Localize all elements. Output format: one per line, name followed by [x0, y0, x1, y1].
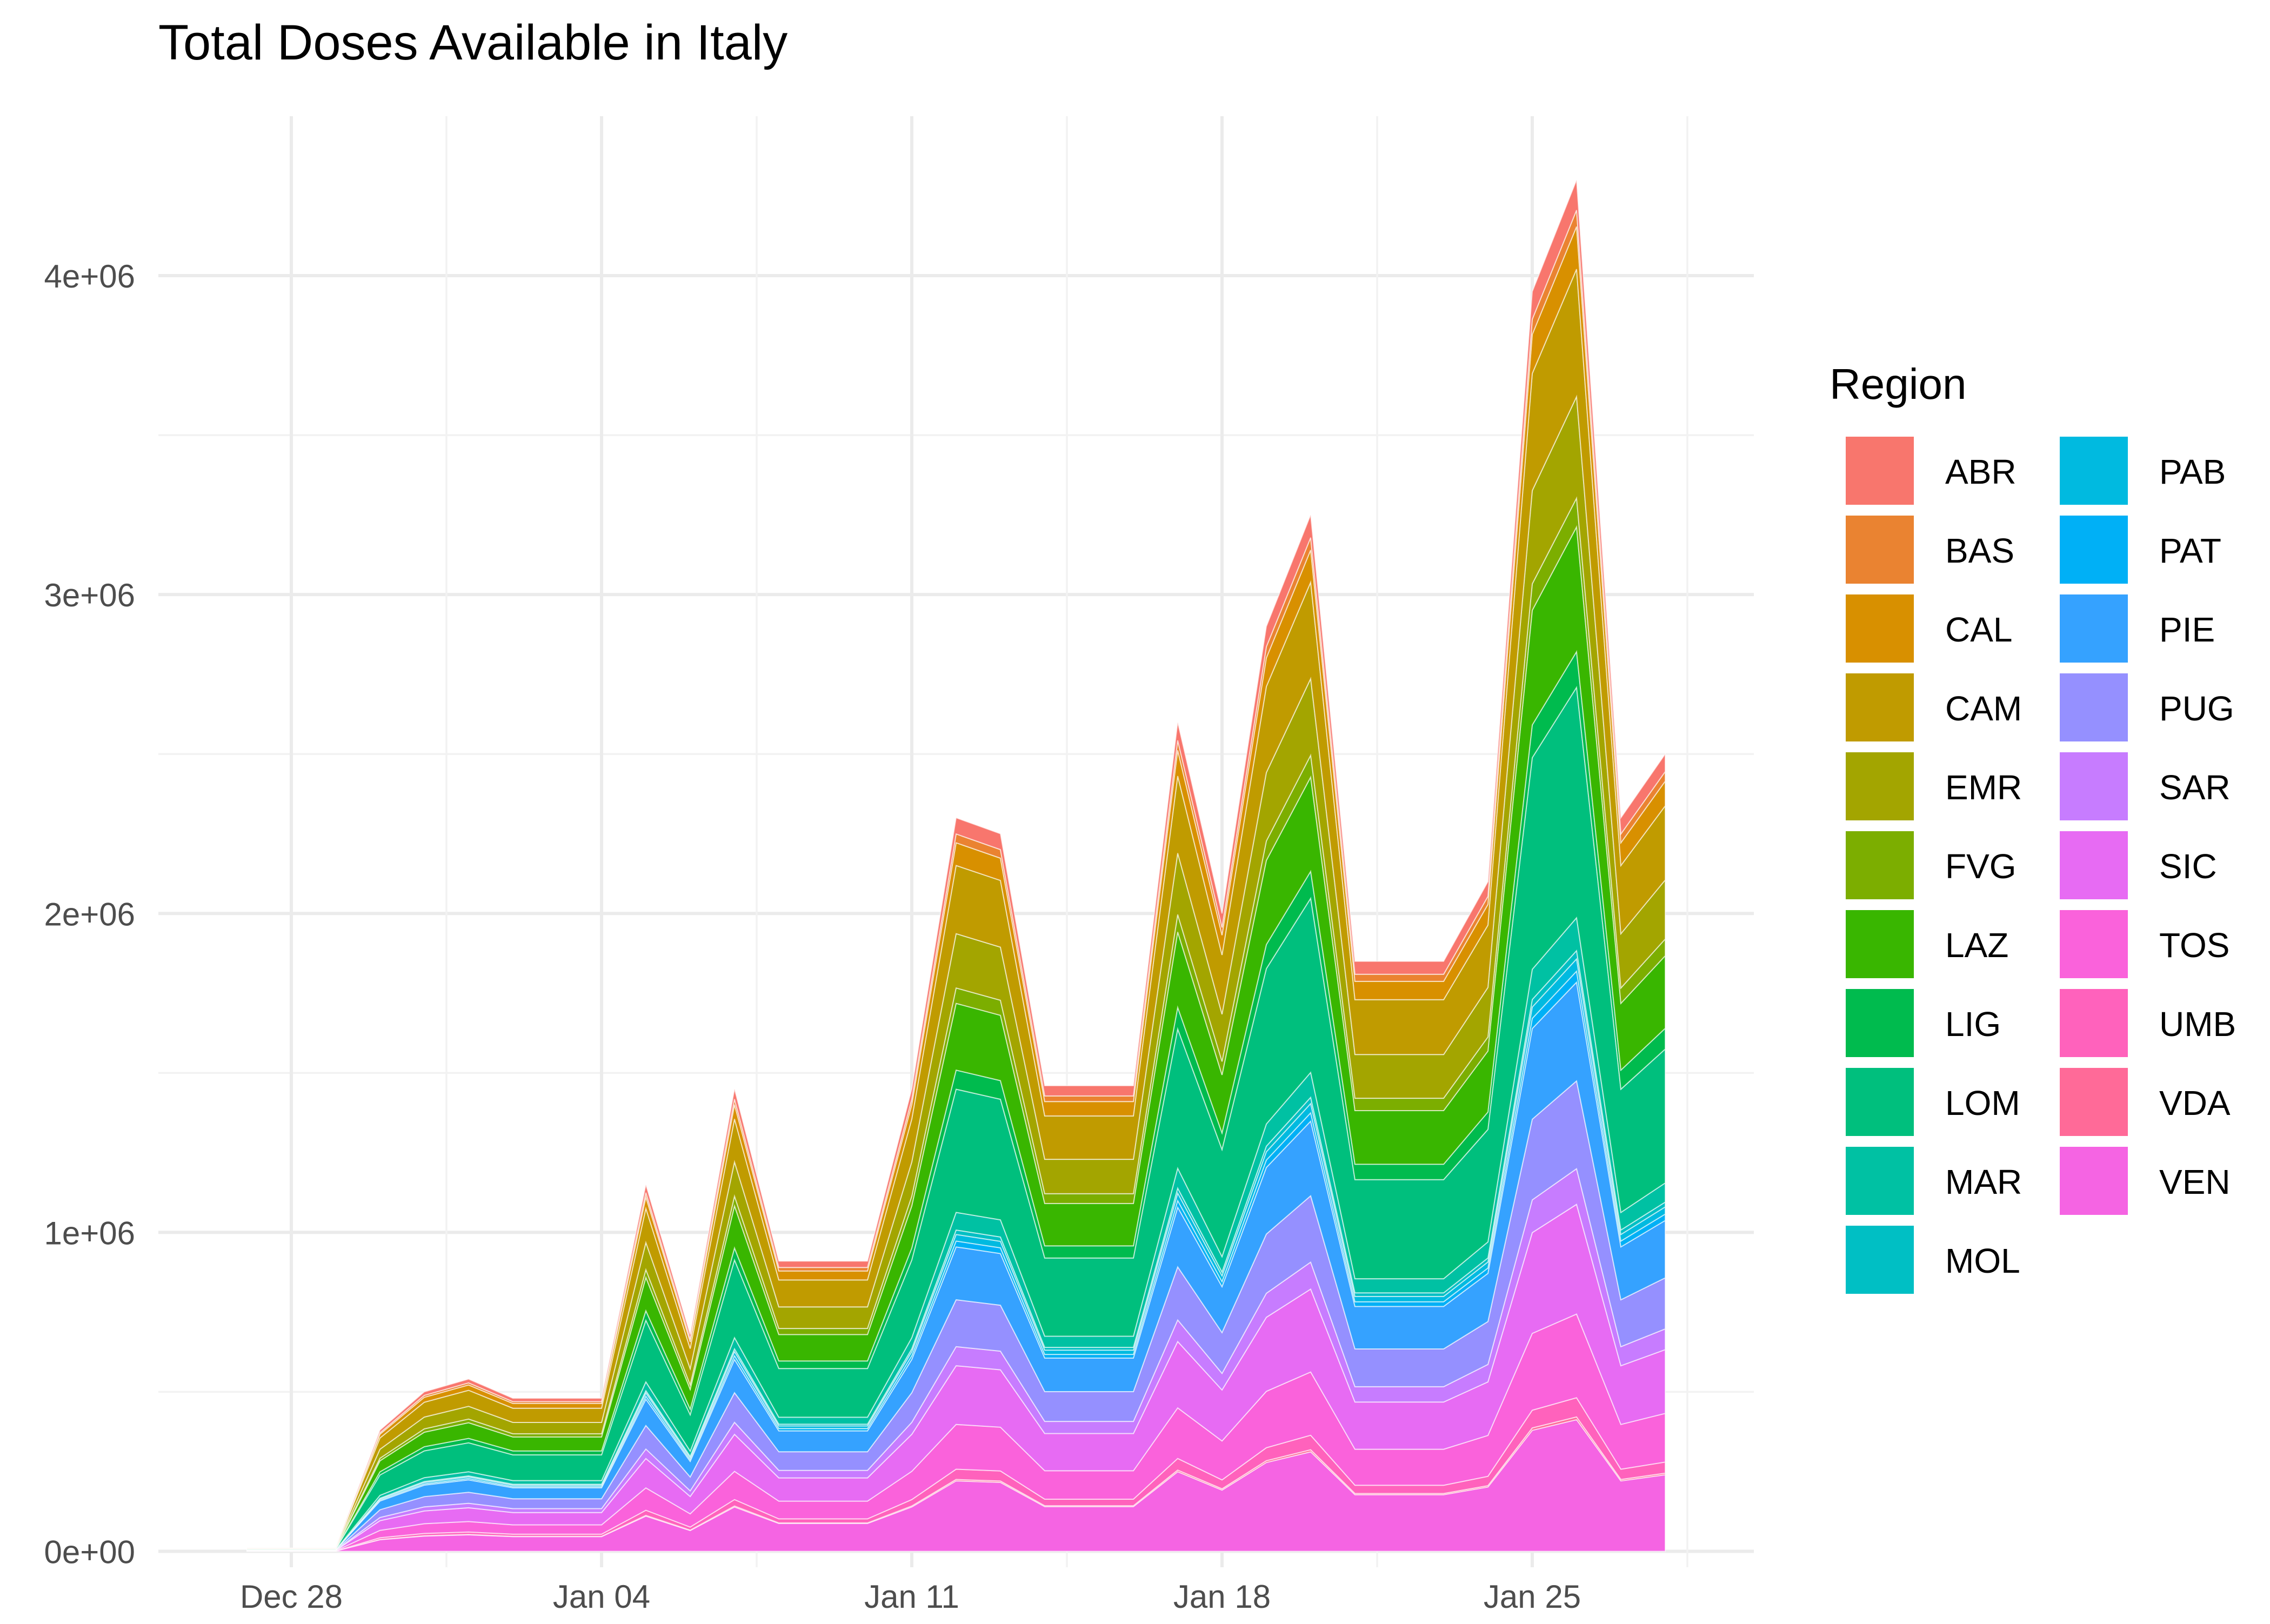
legend-key-pat: [2057, 512, 2131, 587]
legend-key-vda: [2057, 1065, 2131, 1139]
legend-label-fvg: FVG: [1945, 847, 2017, 886]
legend-label-umb: UMB: [2159, 1005, 2236, 1044]
legend-key-bas: [1842, 512, 1917, 587]
legend-label-pab: PAB: [2159, 452, 2226, 491]
legend-label-vda: VDA: [2159, 1084, 2231, 1122]
legend-label-cal: CAL: [1945, 610, 2013, 649]
legend-label-abr: ABR: [1945, 452, 2017, 491]
legend-label-pat: PAT: [2159, 531, 2221, 570]
y-tick-label: 2e+06: [44, 896, 135, 932]
legend-label-pie: PIE: [2159, 610, 2215, 649]
legend-label-pug: PUG: [2159, 689, 2234, 728]
y-tick-label: 3e+06: [44, 577, 135, 613]
legend-key-abr: [1842, 433, 1917, 508]
legend-key-emr: [1842, 749, 1917, 824]
legend-key-ven: [2057, 1144, 2131, 1218]
legend-key-pug: [2057, 670, 2131, 745]
legend-key-sic: [2057, 828, 2131, 903]
legend-key-pie: [2057, 591, 2131, 666]
legend-key-sar: [2057, 749, 2131, 824]
legend-key-fvg: [1842, 828, 1917, 903]
legend-key-mar: [1842, 1144, 1917, 1218]
legend-key-lom: [1842, 1065, 1917, 1139]
legend-label-mar: MAR: [1945, 1162, 2022, 1201]
x-tick-label: Dec 28: [240, 1579, 343, 1615]
legend-key-pab: [2057, 433, 2131, 508]
stacked-areas: [246, 179, 1666, 1552]
legend-label-mol: MOL: [1945, 1241, 2020, 1280]
legend-key-lig: [1842, 986, 1917, 1060]
y-tick-label: 1e+06: [44, 1215, 135, 1251]
legend-label-sic: SIC: [2159, 847, 2217, 886]
legend-label-emr: EMR: [1945, 768, 2022, 807]
legend-label-lig: LIG: [1945, 1005, 2001, 1044]
x-tick-label: Jan 11: [864, 1579, 959, 1615]
legend-key-laz: [1842, 907, 1917, 981]
legend-key-cal: [1842, 591, 1917, 666]
legend-label-bas: BAS: [1945, 531, 2014, 570]
chart-title: Total Doses Available in Italy: [158, 15, 787, 70]
legend-key-mol: [1842, 1222, 1917, 1297]
legend-key-cam: [1842, 670, 1917, 745]
area-series-abr: [246, 179, 1666, 1549]
legend: Region ABR BAS CAL CAM EMR FVG LAZ LIG LOM MAR MOL…: [1830, 360, 2236, 1297]
y-tick-label: 0e+00: [44, 1534, 135, 1570]
legend-title: Region: [1830, 360, 1967, 408]
x-tick-label: Jan 18: [1173, 1579, 1271, 1615]
legend-label-cam: CAM: [1945, 689, 2022, 728]
x-tick-label: Jan 25: [1484, 1579, 1581, 1615]
legend-label-ven: VEN: [2159, 1162, 2231, 1201]
legend-label-laz: LAZ: [1945, 926, 2008, 965]
x-tick-label: Jan 04: [553, 1579, 650, 1615]
legend-key-tos: [2057, 907, 2131, 981]
legend-key-umb: [2057, 986, 2131, 1060]
legend-label-tos: TOS: [2159, 926, 2229, 965]
axis-tick-labels: 0e+00 1e+06 2e+06 3e+06 4e+06 Dec 28 Jan 04 Jan…: [44, 258, 1581, 1615]
y-tick-label: 4e+06: [44, 258, 135, 295]
legend-label-sar: SAR: [2159, 768, 2231, 807]
legend-label-lom: LOM: [1945, 1084, 2020, 1122]
